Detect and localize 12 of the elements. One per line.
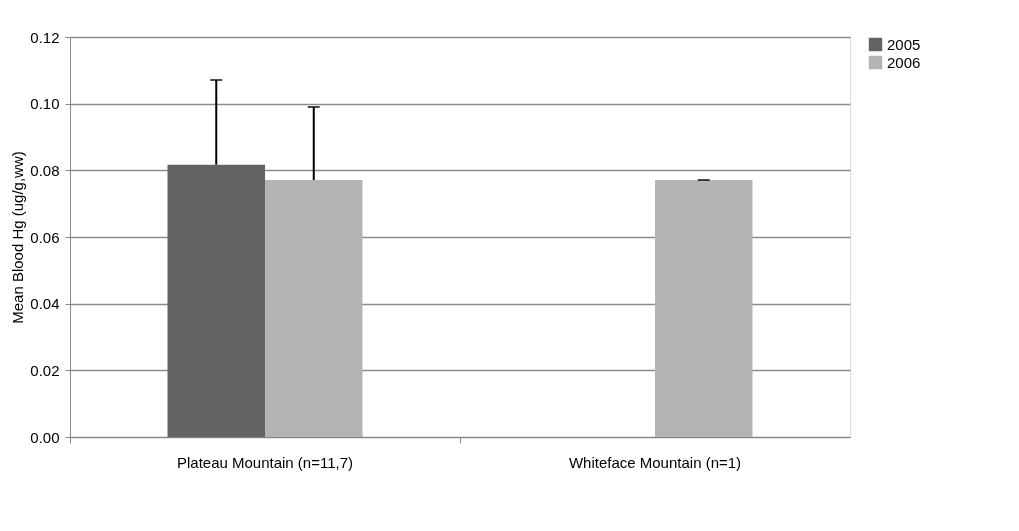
y-tick-label: 0.02 <box>30 361 60 379</box>
legend-label: 2005 <box>887 35 921 53</box>
x-tick-label: Whiteface Mountain (n=1) <box>568 453 742 471</box>
y-tick-label: 0.08 <box>30 161 60 179</box>
y-tick-label: 0.04 <box>30 295 60 313</box>
y-tick-label: 0.10 <box>30 95 60 113</box>
y-tick-label: 0.00 <box>30 428 60 446</box>
legend-label: 2006 <box>887 53 921 71</box>
y-tick-label: 0.12 <box>30 28 60 46</box>
y-tick-label: 0.06 <box>30 228 60 246</box>
x-tick-label: Plateau Mountain (n=11,7) <box>176 453 354 471</box>
y-axis-title: Mean Blood Hg (ug/g,ww) <box>9 151 27 324</box>
